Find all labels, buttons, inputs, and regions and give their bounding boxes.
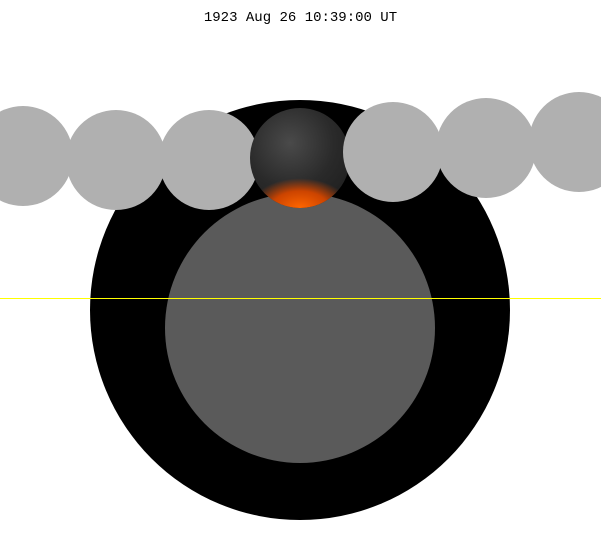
moon-position-0 (0, 106, 73, 206)
umbra-edge-glow (250, 108, 350, 208)
moon-position-4 (343, 102, 443, 202)
moon-position-2 (159, 110, 259, 210)
umbra-shadow (165, 193, 435, 463)
moon-position-5 (436, 98, 536, 198)
ecliptic-line (0, 298, 601, 299)
moon-position-1 (66, 110, 166, 210)
glow-gradient (250, 178, 350, 208)
moon-position-6 (529, 92, 601, 192)
diagram-title: 1923 Aug 26 10:39:00 UT (204, 10, 397, 26)
